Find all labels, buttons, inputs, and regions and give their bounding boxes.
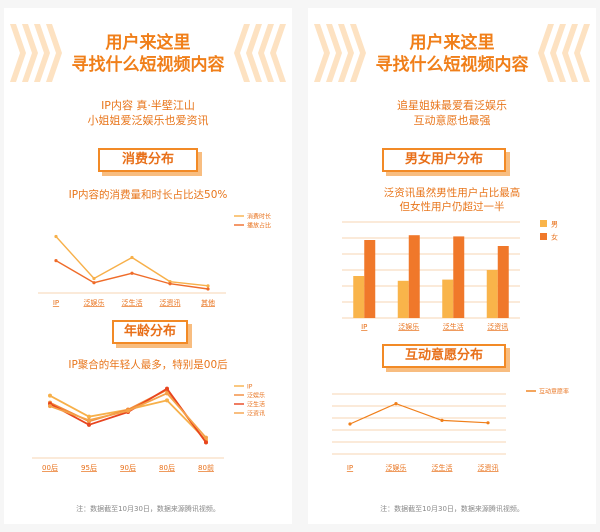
gender-caption-line-2: 但女性用户仍超过一半: [399, 201, 505, 213]
legend-label: 女: [551, 233, 558, 242]
data-point: [54, 259, 58, 263]
right-stripe-decoration: [234, 24, 286, 82]
headline-line-2: 寻找什么短视频内容: [375, 55, 529, 75]
data-point: [130, 271, 134, 275]
data-point: [87, 418, 91, 423]
x-tick-label: 泛生活: [432, 463, 453, 472]
data-point: [394, 402, 398, 406]
x-tick-label: 80前: [198, 463, 214, 472]
data-point: [204, 440, 208, 445]
bar: [442, 279, 454, 318]
footnote: 注：数据截至10月30日，数据来源腾讯视频。: [380, 505, 524, 513]
age-section-title: 年龄分布: [112, 320, 188, 344]
headline-line-1: 用户来这里: [409, 33, 495, 53]
subtitle-line-1: 追星姐妹最爱看泛娱乐: [397, 99, 507, 112]
left-stripe-decoration: [10, 24, 62, 82]
data-point: [54, 234, 58, 239]
x-tick-label: 泛娱乐: [386, 463, 407, 472]
headline-line-1: 用户来这里: [105, 33, 191, 53]
data-point: [168, 282, 172, 286]
data-point: [206, 284, 210, 288]
legend-label: 互动意愿率: [539, 388, 569, 396]
bar: [497, 246, 509, 318]
data-point: [87, 414, 91, 419]
x-tick-label: 95后: [81, 463, 97, 472]
data-point: [165, 391, 169, 396]
data-point: [126, 408, 130, 413]
x-tick-label: 泛娱乐: [398, 322, 419, 331]
series-line-0: [49, 394, 207, 441]
legend-label: 男: [551, 221, 558, 229]
consumption-caption: IP内容的消费量和时长占比达50%: [68, 189, 228, 201]
footnote: 注：数据截至10月30日，数据来源腾讯视频。: [76, 505, 220, 513]
gender-caption-line-1: 泛资讯虽然男性用户占比最高: [383, 187, 521, 199]
legend-label: 泛资讯: [247, 410, 265, 418]
right-stripe-decoration: [538, 24, 590, 82]
bar: [397, 280, 409, 318]
x-tick-label: 泛资讯: [478, 463, 499, 472]
data-point: [165, 386, 169, 391]
gender-bar-chart: IP 泛娱乐 泛生活 泛资讯 男女: [342, 220, 558, 331]
headline-line-2: 寻找什么短视频内容: [71, 55, 225, 75]
bar: [364, 240, 376, 318]
bar: [453, 236, 465, 318]
bar: [486, 270, 498, 318]
x-tick-label: 泛娱乐: [84, 298, 105, 307]
legend-label: 泛生活: [247, 401, 265, 409]
age-caption: IP聚合的年轻人最多，特别是00后: [68, 359, 228, 371]
x-tick-label: 80后: [159, 463, 175, 472]
data-point: [206, 287, 210, 291]
legend-label: 泛娱乐: [247, 392, 265, 400]
x-tick-label: 其他: [201, 298, 215, 307]
legend-label: 消费时长: [247, 213, 271, 221]
bar: [408, 235, 420, 318]
left-stripe-decoration: [314, 24, 366, 82]
series-line-0: [349, 402, 489, 425]
series-line-0: [55, 236, 209, 287]
data-point: [486, 421, 490, 425]
legend-label: IP: [247, 384, 253, 391]
x-tick-label: 泛资讯: [487, 322, 508, 331]
x-tick-label: 泛生活: [443, 322, 464, 331]
data-point: [92, 281, 96, 285]
data-point: [48, 393, 52, 398]
subtitle-line-2: 小姐姐爱泛娱乐也爱资讯: [87, 114, 209, 127]
consumption-section-title: 消费分布: [98, 148, 198, 172]
x-tick-label: IP: [53, 299, 59, 307]
x-tick-label: IP: [361, 323, 367, 331]
interaction-section-title: 互动意愿分布: [382, 344, 506, 368]
left-panel: 用户来这里 寻找什么短视频内容 IP内容 真·半壁江山 小姐姐爱泛娱乐也爱资讯 …: [4, 8, 292, 524]
x-tick-label: 泛资讯: [160, 298, 181, 307]
data-point: [130, 255, 134, 260]
x-tick-label: 90后: [120, 463, 136, 472]
data-point: [348, 422, 352, 426]
data-point: [48, 404, 52, 409]
subtitle-line-2: 互动意愿也最强: [413, 114, 491, 127]
legend-label: 播放占比: [247, 222, 271, 230]
x-tick-label: IP: [347, 464, 353, 472]
data-point: [165, 398, 169, 403]
data-point: [92, 276, 96, 281]
data-point: [204, 435, 208, 440]
interaction-line-chart: IP 泛娱乐 泛生活 泛资讯 互动意愿率: [332, 388, 569, 472]
x-tick-label: 泛生活: [122, 298, 143, 307]
gender-section-title: 男女用户分布: [382, 148, 506, 172]
bar: [353, 276, 365, 318]
right-panel: 用户来这里 寻找什么短视频内容 追星姐妹最爱看泛娱乐 互动意愿也最强 男女用户分…: [308, 8, 596, 524]
x-tick-label: 00后: [42, 463, 58, 472]
subtitle-line-1: IP内容 真·半壁江山: [101, 99, 195, 112]
data-point: [440, 418, 444, 422]
data-point: [87, 422, 91, 427]
legend-swatch: [540, 220, 547, 227]
legend-swatch: [540, 233, 547, 240]
